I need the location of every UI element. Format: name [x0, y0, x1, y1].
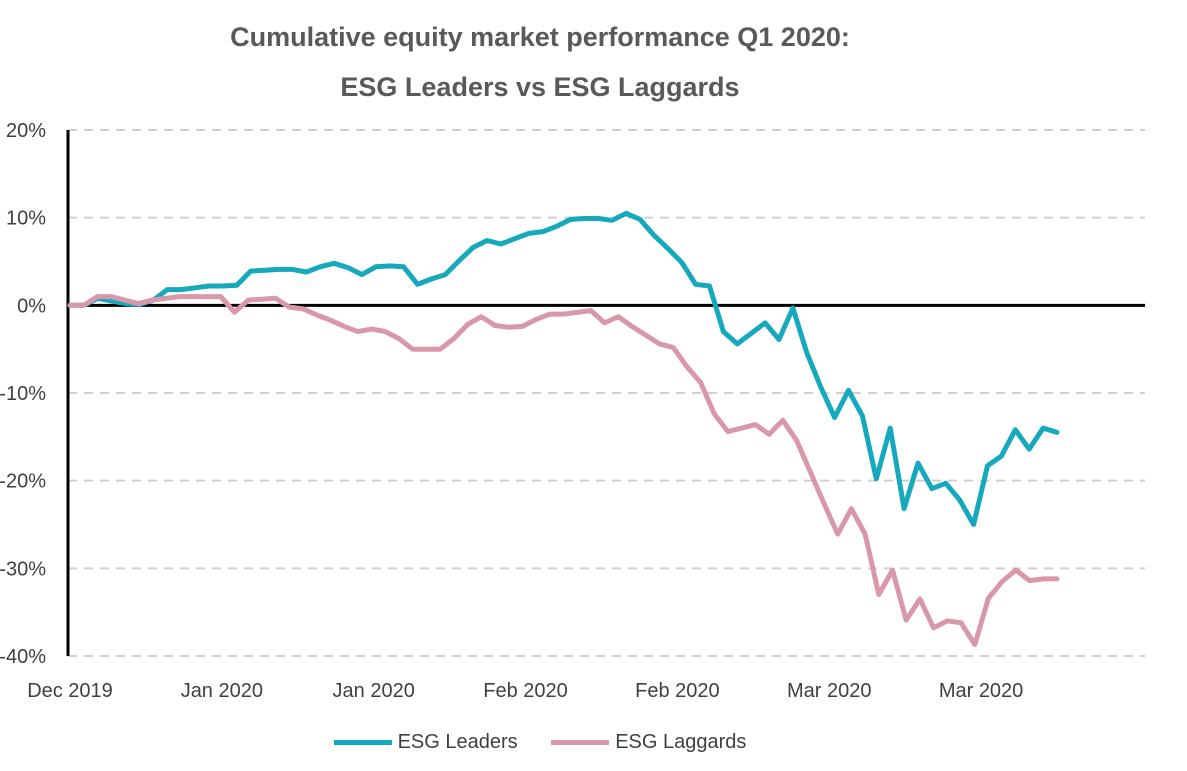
gridlines — [68, 129, 1145, 657]
y-tick-label: -20% — [0, 471, 46, 493]
y-tick-label: 0% — [17, 295, 46, 317]
x-axis-tick-labels: Dec 2019 Jan 2020 Jan 2020 Feb 2020 Feb 2020… — [27, 680, 1023, 702]
chart-title: Cumulative equity market performance Q1 … — [0, 12, 1080, 112]
x-tick-label: Jan 2020 — [181, 680, 263, 702]
chart-title-line-2: ESG Leaders vs ESG Laggards — [340, 72, 740, 102]
x-tick-label: Mar 2020 — [787, 680, 872, 702]
x-tick-label: Feb 2020 — [635, 680, 720, 702]
x-tick-label: Feb 2020 — [483, 680, 568, 702]
legend-item-esg-laggards: ESG Laggards — [551, 731, 746, 754]
x-tick-label: Dec 2019 — [27, 680, 113, 702]
legend-swatch-esg-laggards — [551, 740, 610, 745]
legend-swatch-esg-leaders — [333, 740, 392, 745]
y-tick-label: -40% — [0, 646, 46, 668]
axes — [66, 130, 1145, 656]
series-line-esg-laggards — [67, 294, 1060, 648]
chart-title-line-1: Cumulative equity market performance Q1 … — [230, 22, 850, 52]
series-line-esg-leaders — [67, 210, 1060, 527]
y-tick-label: -10% — [0, 383, 46, 405]
x-tick-label: Mar 2020 — [939, 680, 1024, 702]
y-tick-label: -30% — [0, 558, 46, 580]
y-tick-label: 10% — [6, 208, 46, 230]
legend-item-esg-leaders: ESG Leaders — [333, 731, 518, 754]
legend-label-esg-laggards: ESG Laggards — [615, 731, 747, 753]
legend: ESG Leaders ESG Laggards — [0, 728, 1080, 754]
legend-label-esg-leaders: ESG Leaders — [397, 731, 518, 753]
y-axis-tick-labels: 20% 10% 0% -10% -20% -30% -40% — [0, 120, 46, 668]
x-tick-label: Jan 2020 — [333, 680, 415, 702]
series-lines — [67, 210, 1060, 648]
y-tick-label: 20% — [6, 120, 46, 142]
